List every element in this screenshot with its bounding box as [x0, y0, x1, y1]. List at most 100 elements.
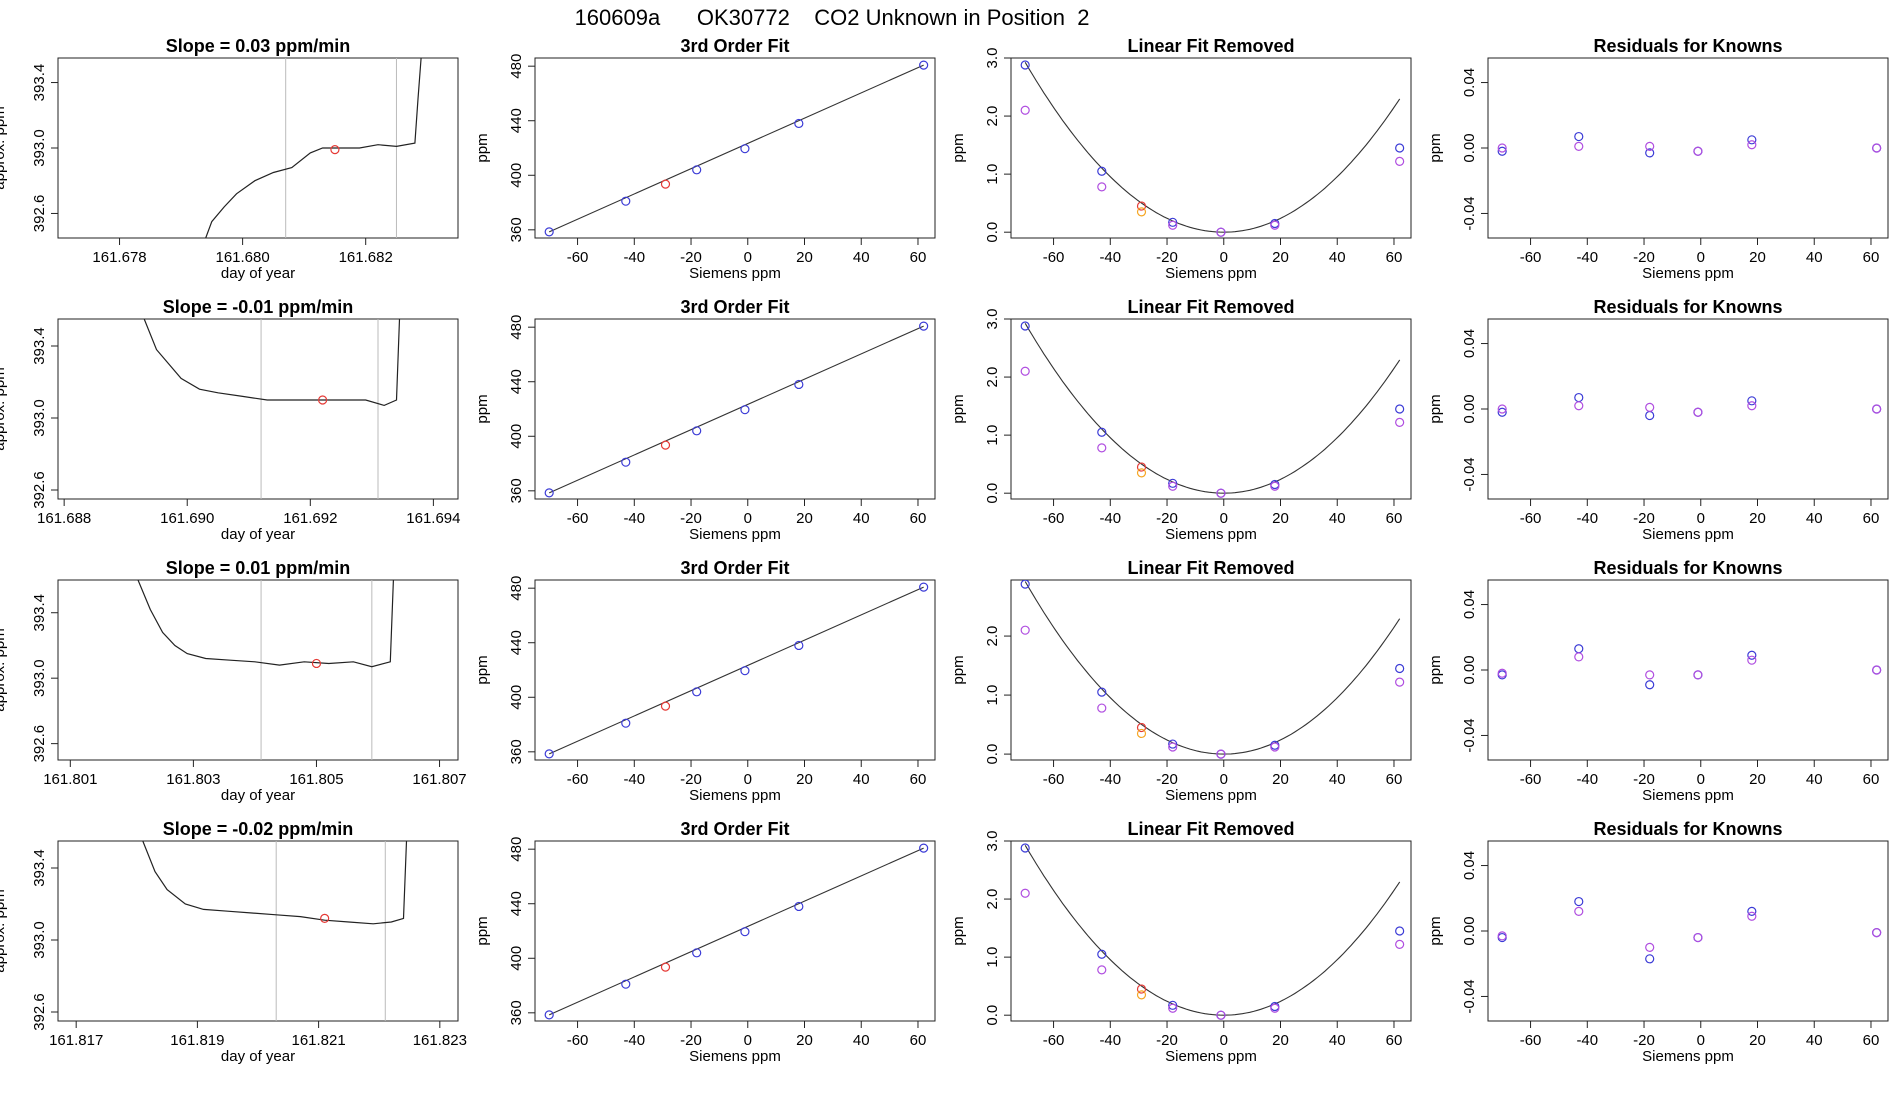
x-tick-label: -60 — [567, 771, 589, 788]
chart-panel-linfit: Linear Fit Removed -60 -40 -20 0 20 40 60 0.0 1.0… — [950, 36, 1412, 282]
data-point — [1645, 680, 1655, 690]
x-tick-label: -40 — [1576, 249, 1598, 266]
data-point — [1168, 1000, 1178, 1010]
chart-title: Linear Fit Removed — [1127, 297, 1294, 317]
y-tick-label: 0.04 — [1461, 329, 1478, 358]
y-tick-label: 1.0 — [984, 947, 1001, 968]
y-tick-label: 2.0 — [984, 626, 1001, 647]
x-tick-label: 40 — [853, 1032, 870, 1049]
data-point — [1645, 148, 1655, 158]
data-point — [1168, 1003, 1178, 1013]
x-axis-label: Siemens ppm — [1642, 526, 1734, 543]
data-point — [1574, 392, 1584, 403]
ppm-trace-line — [137, 580, 394, 668]
y-tick-label: 400 — [508, 424, 525, 449]
x-tick-label: -60 — [1043, 510, 1065, 527]
mean-marker — [330, 145, 340, 155]
data-point — [1497, 668, 1507, 678]
data-point — [621, 457, 631, 467]
plot-area — [1497, 644, 1882, 690]
y-tick-label: -0.04 — [1461, 196, 1478, 230]
data-point — [1574, 906, 1584, 916]
data-point — [1395, 404, 1405, 414]
fit-line — [548, 847, 924, 1016]
y-tick-label: 2.0 — [984, 367, 1001, 388]
data-point — [1168, 739, 1178, 749]
x-tick-label: 20 — [796, 771, 813, 788]
quadratic-curve — [1024, 323, 1401, 494]
x-tick-label: 161.803 — [166, 771, 220, 788]
data-point — [1216, 488, 1226, 498]
data-point — [1497, 146, 1507, 156]
x-tick-label: 0 — [744, 1032, 752, 1049]
y-axis-label: ppm — [474, 394, 491, 423]
y-axis-label: approx. ppm — [0, 889, 8, 972]
plot-area — [1020, 321, 1405, 498]
plot-area — [544, 843, 929, 1020]
data-point — [1168, 478, 1178, 488]
chart-panel-fit: 3rd Order Fit -60 -40 -20 0 20 40 60 360 400 440 48… — [474, 36, 936, 282]
plot-area — [143, 319, 401, 499]
data-point — [1395, 677, 1405, 687]
data-point — [1270, 742, 1280, 752]
data-point — [794, 118, 804, 129]
y-tick-label: 480 — [508, 576, 525, 601]
data-point — [544, 488, 554, 498]
data-point — [1097, 443, 1107, 453]
x-tick-label: -20 — [680, 771, 702, 788]
y-tick-label: 0.04 — [1461, 68, 1478, 97]
y-tick-label: 2.0 — [984, 889, 1001, 910]
x-tick-label: 60 — [1386, 510, 1403, 527]
y-tick-label: 400 — [508, 685, 525, 710]
chart-title: 3rd Order Fit — [680, 297, 789, 317]
x-tick-label: 161.692 — [283, 510, 337, 527]
x-tick-label: -40 — [1099, 249, 1121, 266]
chart-title: Linear Fit Removed — [1127, 558, 1294, 578]
data-point — [740, 666, 750, 676]
chart-title: Residuals for Knowns — [1593, 819, 1782, 839]
y-tick-label: 392.6 — [31, 993, 48, 1031]
data-point — [1574, 131, 1584, 142]
y-tick-label: 360 — [508, 217, 525, 242]
data-point — [1395, 926, 1405, 936]
data-point — [660, 701, 671, 711]
plot-area — [544, 60, 929, 237]
x-tick-label: -40 — [623, 1032, 645, 1049]
data-point — [1747, 401, 1757, 411]
x-axis-label: Siemens ppm — [689, 526, 781, 543]
data-point — [1693, 407, 1703, 417]
data-point — [1020, 888, 1030, 898]
x-tick-label: 0 — [1220, 771, 1228, 788]
y-tick-label: 0.00 — [1461, 916, 1478, 945]
y-tick-label: 400 — [508, 163, 525, 188]
data-point — [1020, 580, 1030, 589]
x-tick-label: 60 — [1863, 771, 1880, 788]
plot-area — [142, 841, 408, 1021]
data-point — [1020, 366, 1030, 376]
y-axis-label: ppm — [1427, 394, 1444, 423]
x-axis-label: Siemens ppm — [689, 787, 781, 804]
y-axis-label: approx. ppm — [0, 628, 8, 711]
y-tick-label: 0.0 — [984, 744, 1001, 765]
plot-frame — [534, 57, 936, 239]
data-point — [692, 948, 702, 958]
y-axis-label: ppm — [1427, 655, 1444, 684]
x-tick-label: 161.680 — [215, 249, 269, 266]
x-tick-label: -20 — [680, 1032, 702, 1049]
x-tick-label: -40 — [1576, 1032, 1598, 1049]
chart-title: Slope = 0.03 ppm/min — [166, 36, 351, 56]
chart-title: 3rd Order Fit — [680, 819, 789, 839]
y-axis-label: ppm — [950, 916, 967, 945]
data-point — [1645, 402, 1655, 412]
data-point — [794, 640, 804, 651]
data-point — [1395, 663, 1405, 674]
data-point — [544, 227, 554, 237]
x-tick-label: -40 — [1099, 510, 1121, 527]
data-point — [1395, 143, 1405, 153]
data-point — [1136, 207, 1147, 217]
plot-frame — [534, 579, 936, 761]
data-point — [660, 440, 671, 450]
data-point — [1872, 404, 1882, 414]
x-tick-label: 161.801 — [43, 771, 97, 788]
